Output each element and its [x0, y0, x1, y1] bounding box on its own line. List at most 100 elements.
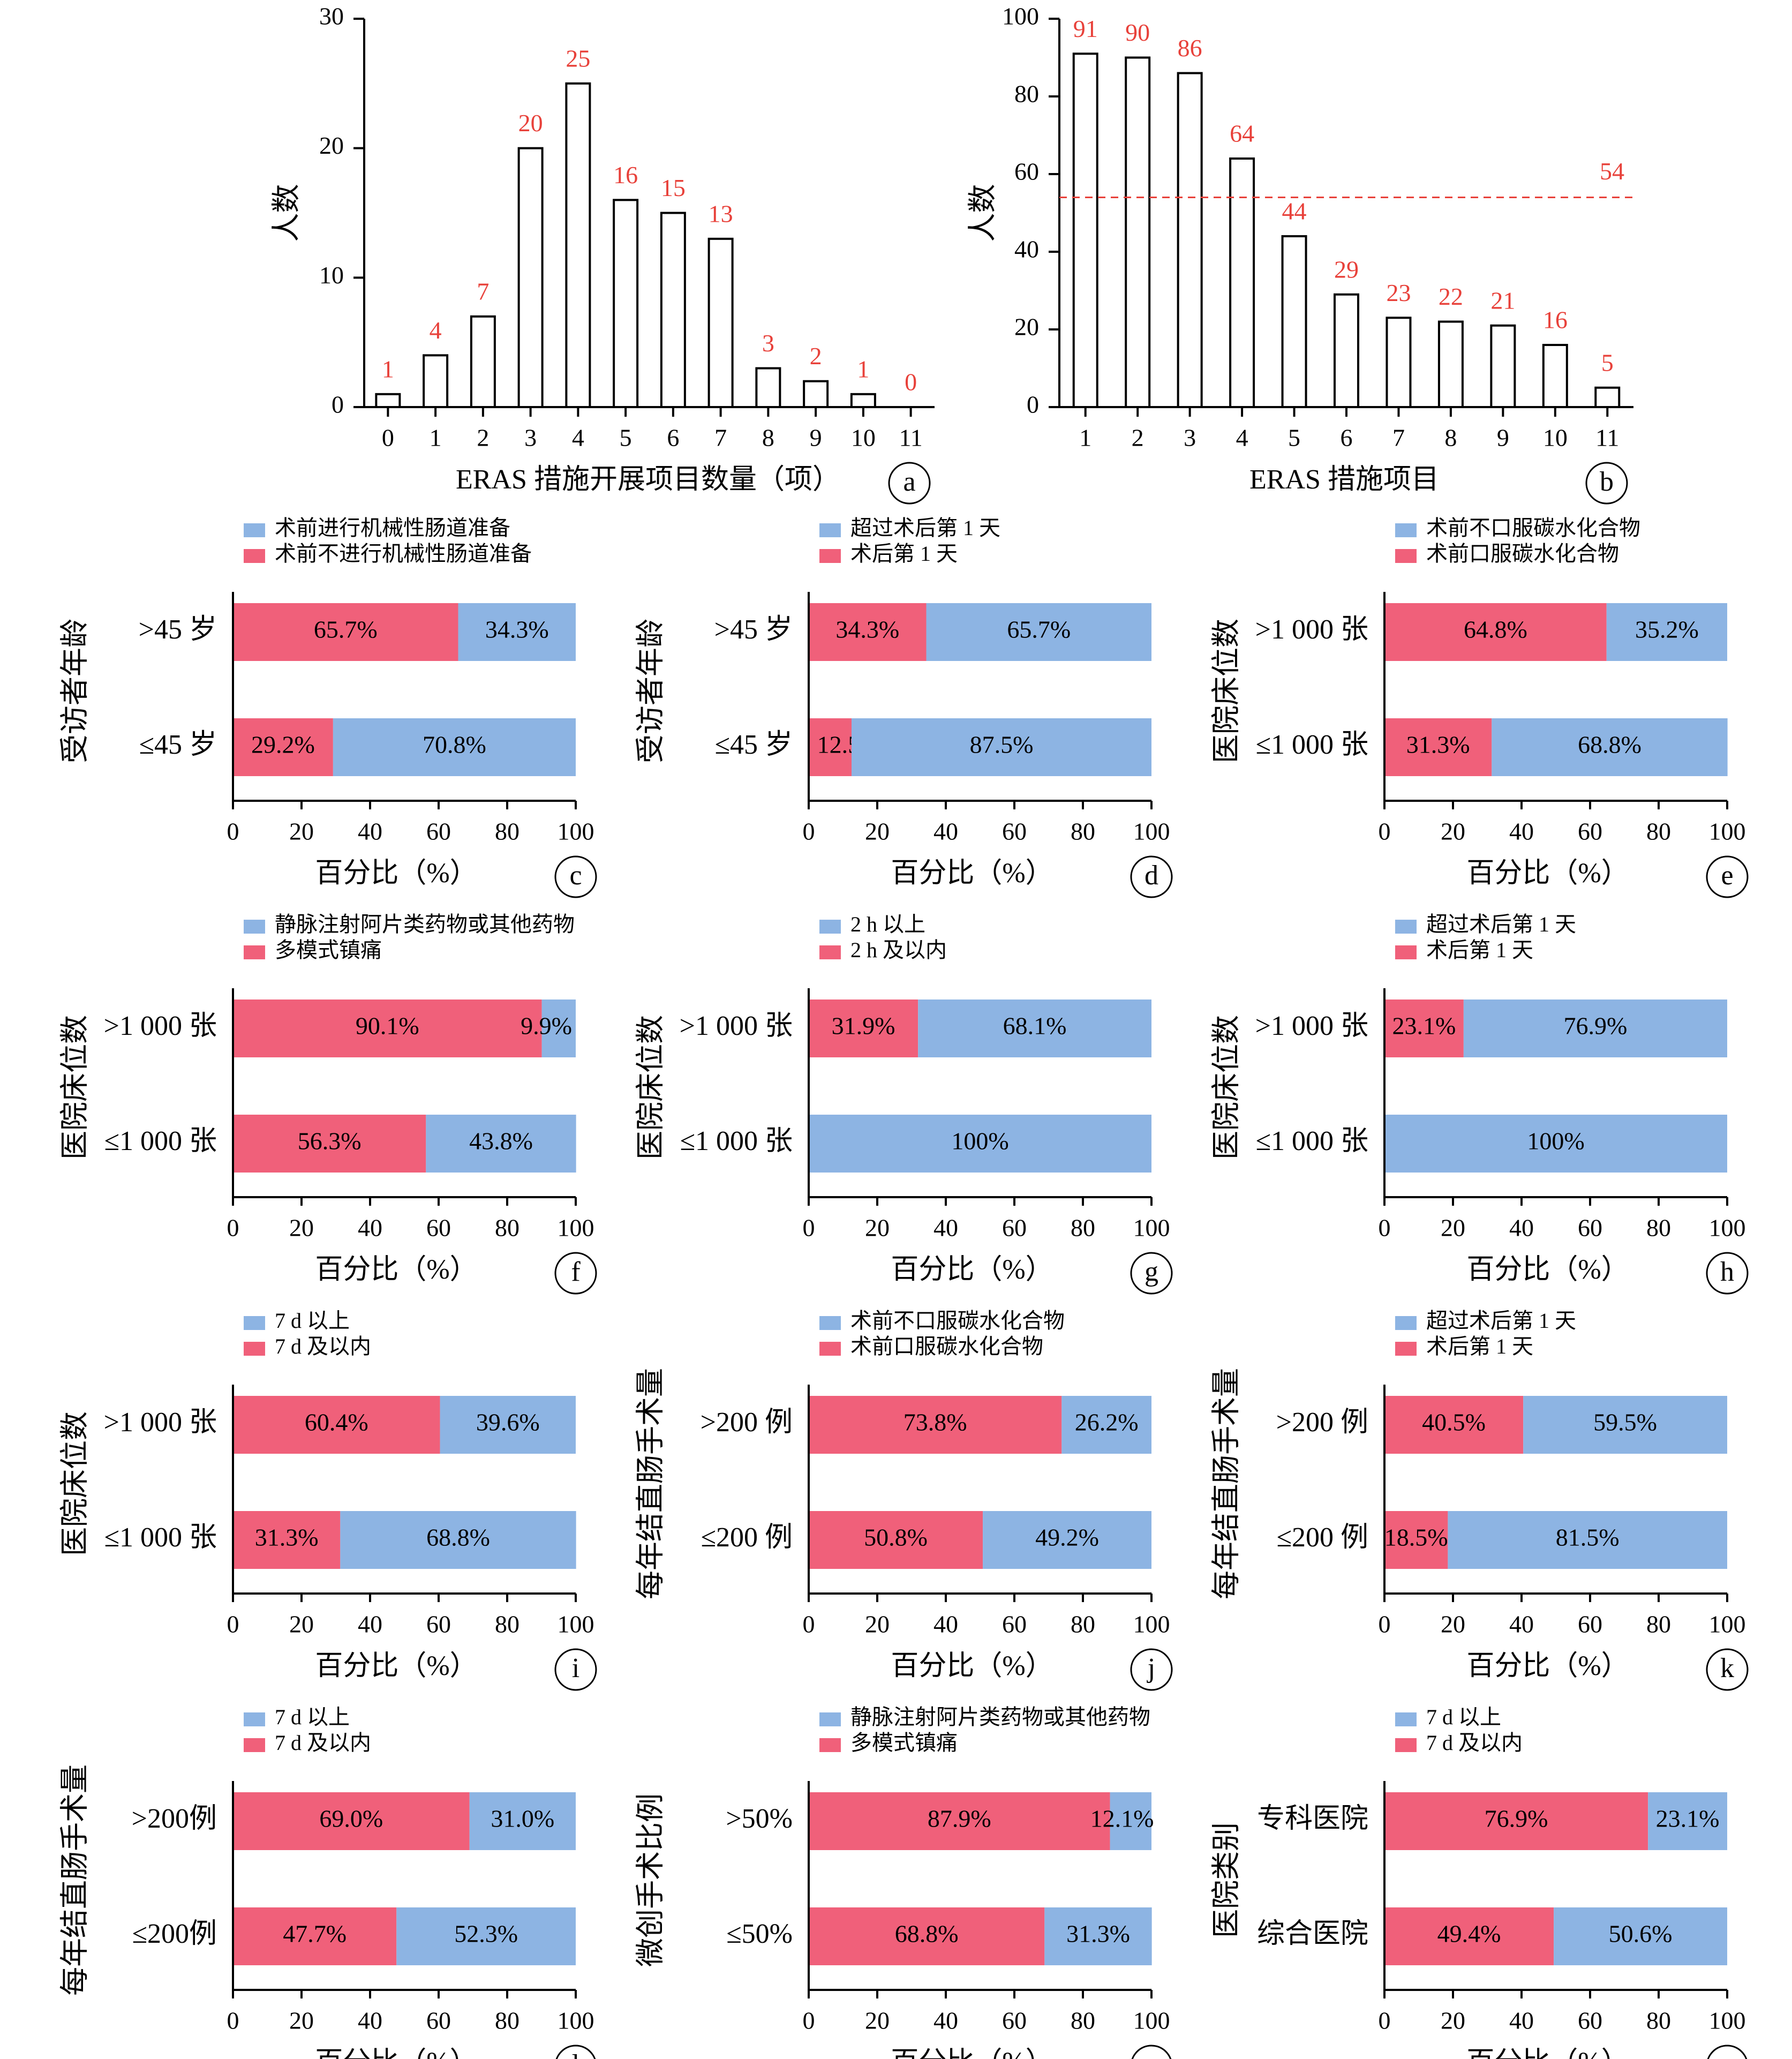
legend-label: 多模式镇痛 [850, 1731, 958, 1755]
bar-segment-pink [233, 1792, 470, 1850]
bar-segment-pink [809, 718, 852, 776]
bar-segment-blue [1606, 603, 1727, 661]
y-axis-title: 人数 [966, 184, 998, 242]
legend-label: 7 d 以上 [275, 1309, 350, 1333]
y-tick-label: 0 [332, 391, 344, 418]
bar-value-label: 16 [613, 161, 638, 189]
x-tick-label: 80 [495, 1611, 519, 1638]
panel-letter: c [569, 860, 582, 891]
x-tick-label: 100 [1133, 818, 1170, 845]
bar-segment-pink [1384, 603, 1607, 661]
legend-swatch [244, 1342, 265, 1356]
bar-segment-blue [396, 1907, 576, 1965]
x-tick-label: 0 [227, 1611, 239, 1638]
x-tick-label: 40 [1509, 1214, 1534, 1242]
x-tick-label: 11 [899, 424, 922, 452]
legend-label: 术前不进行机械性肠道准备 [275, 542, 532, 566]
y-tick-label: 80 [1014, 80, 1039, 108]
x-tick-label: 80 [1071, 818, 1095, 845]
x-tick-label: 80 [1646, 1611, 1671, 1638]
legend-label: 静脉注射阿片类药物或其他药物 [850, 1705, 1150, 1729]
x-tick-label: 0 [1379, 2007, 1391, 2034]
x-tick-label: 40 [1509, 1611, 1534, 1638]
bar [423, 354, 449, 408]
panel-label-k [1706, 1648, 1749, 1691]
panel-letter: e [1721, 860, 1733, 891]
bar-segment-pink [233, 1907, 397, 1965]
x-axis-title: 百分比（%） [315, 1651, 477, 1681]
x-tick-label: 40 [933, 818, 958, 845]
panel-letter: n [1720, 2049, 1734, 2059]
bar-value-label: 1 [382, 355, 394, 382]
bar-value-label: 13 [709, 200, 733, 227]
legend-swatch [819, 945, 841, 959]
x-tick-label: 4 [1236, 424, 1248, 452]
x-tick-label: 1 [1079, 424, 1091, 452]
category-label: >45 岁 [139, 614, 217, 645]
legend-label: 术前口服碳水化合物 [1426, 542, 1619, 566]
legend-label: 7 d 以上 [275, 1705, 350, 1729]
bar-value-label: 68.8% [426, 1524, 490, 1551]
bar-value-label: 87.5% [970, 731, 1034, 758]
bar-value-label: 68.1% [1003, 1012, 1067, 1040]
bar-value-label: 21 [1490, 287, 1515, 314]
legend-swatch [819, 1712, 841, 1726]
bar [1594, 386, 1621, 408]
bar-value-label: 69.0% [319, 1805, 383, 1832]
bar [1229, 157, 1255, 408]
legend-swatch [819, 549, 841, 563]
category-label: 专科医院 [1257, 1803, 1368, 1834]
category-label: ≤200 例 [701, 1522, 793, 1553]
x-tick-label: 20 [865, 1611, 890, 1638]
category-label: ≤1 000 张 [104, 1522, 217, 1553]
legend-label: 术后第 1 天 [850, 542, 958, 566]
legend-label: 7 d 及以内 [275, 1731, 371, 1755]
bar [850, 393, 876, 408]
panel-label-h [1706, 1252, 1749, 1295]
bar [707, 237, 734, 408]
y-axis-title: 每年结直肠手术量 [1210, 1368, 1242, 1599]
x-tick-label: 100 [1709, 1611, 1746, 1638]
bar-value-label: 68.8% [895, 1920, 959, 1948]
panel-label-a [888, 462, 931, 505]
bar [565, 82, 591, 409]
x-tick-label: 80 [495, 2007, 519, 2034]
bar-value-label: 23.1% [1392, 1012, 1456, 1040]
legend-label: 2 h 以上 [850, 912, 925, 936]
x-axis-title: 百分比（%） [891, 2047, 1053, 2059]
bar-segment-blue [1044, 1907, 1152, 1965]
bar-value-label: 34.3% [485, 616, 549, 643]
bar-segment-blue [1523, 1396, 1727, 1454]
x-tick-label: 20 [865, 1214, 890, 1242]
bar-value-label: 29.2% [251, 731, 315, 758]
x-tick-label: 0 [382, 424, 394, 452]
x-axis-title: 百分比（%） [315, 2047, 477, 2059]
bar-segment-blue [541, 1000, 576, 1057]
x-tick-label: 20 [1441, 818, 1465, 845]
legend-swatch [244, 920, 265, 934]
bar-value-label: 64 [1230, 120, 1254, 147]
category-label: >1 000 张 [104, 1011, 217, 1041]
bar-segment-pink [1384, 1511, 1448, 1569]
x-tick-label: 100 [1709, 2007, 1746, 2034]
y-axis-title: 微创手术比例 [634, 1793, 666, 1967]
y-tick-label: 30 [319, 3, 344, 30]
y-axis-title: 医院床位数 [58, 1015, 91, 1160]
category-label: >200 例 [701, 1407, 793, 1438]
category-label: ≤45 岁 [139, 730, 217, 760]
x-tick-label: 9 [1497, 424, 1509, 452]
legend-label: 静脉注射阿片类药物或其他药物 [275, 912, 575, 936]
y-axis-title: 人数 [270, 184, 302, 242]
legend-swatch [244, 523, 265, 537]
y-axis-title: 医院床位数 [58, 1411, 91, 1556]
category-label: ≤200 例 [1276, 1522, 1368, 1553]
category-label: >200 例 [1276, 1407, 1368, 1438]
panel-letter: b [1600, 467, 1614, 497]
bar [660, 212, 686, 408]
panel-label-m [1131, 2045, 1172, 2059]
bar-segment-pink [809, 1396, 1062, 1454]
y-axis-title: 医院床位数 [1210, 1015, 1242, 1160]
x-tick-label: 2 [1132, 424, 1144, 452]
x-tick-label: 80 [495, 818, 519, 845]
